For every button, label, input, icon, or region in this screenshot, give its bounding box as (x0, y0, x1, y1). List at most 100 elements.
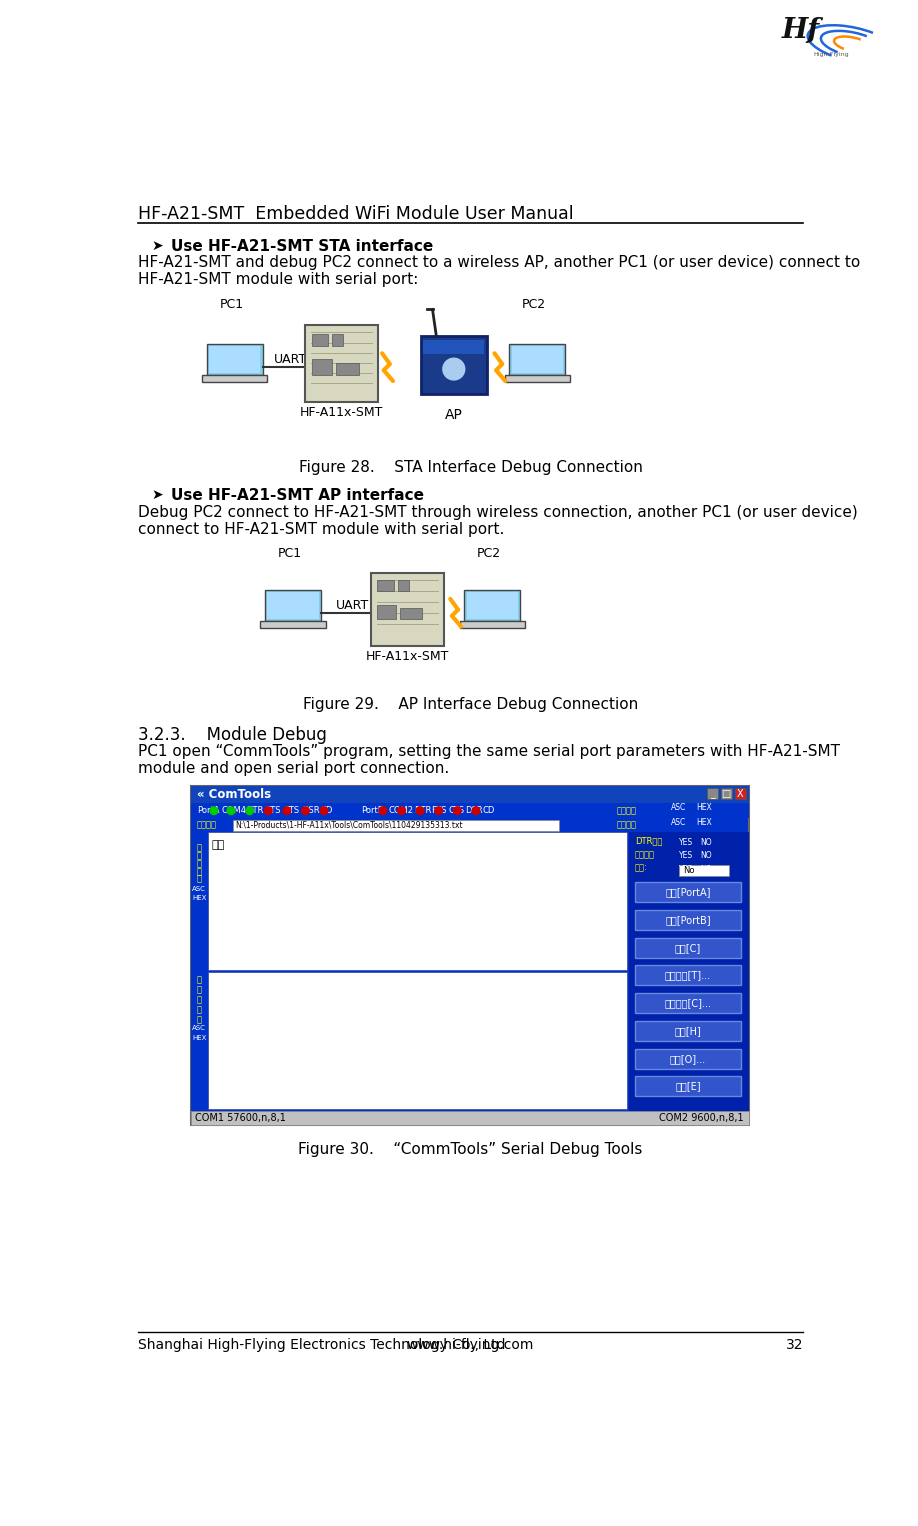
Circle shape (301, 807, 309, 815)
Bar (305, 325, 378, 401)
Text: module and open serial port connection.: module and open serial port connection. (138, 761, 449, 777)
Text: COM2: COM2 (388, 806, 413, 815)
Text: HEX: HEX (192, 896, 207, 902)
Bar (634, 966, 741, 986)
Text: 本: 本 (196, 867, 202, 876)
Bar (397, 580, 409, 591)
Text: Use HF-A21-SMT STA interface: Use HF-A21-SMT STA interface (171, 238, 432, 253)
Text: 校验:: 校验: (634, 864, 647, 873)
Text: 退出[E]: 退出[E] (675, 1082, 700, 1091)
Text: PortB: PortB (361, 806, 384, 815)
Text: 你好: 你好 (212, 839, 225, 850)
Text: 文: 文 (196, 995, 202, 1004)
Text: 发送[PortA]: 发送[PortA] (666, 887, 711, 897)
Bar (376, 606, 396, 620)
Text: COM4: COM4 (222, 806, 247, 815)
Bar (679, 865, 729, 876)
Text: Hf: Hf (782, 17, 820, 44)
Text: YES: YES (679, 865, 693, 874)
Bar (423, 340, 485, 354)
Text: UART: UART (336, 598, 369, 612)
Text: NO: NO (700, 865, 711, 874)
Text: 3.2.3.    Module Debug: 3.2.3. Module Debug (138, 726, 327, 745)
Text: ASC: ASC (192, 1025, 207, 1032)
FancyBboxPatch shape (509, 343, 565, 375)
Bar (371, 572, 444, 645)
Text: ASC: ASC (671, 818, 687, 827)
Bar (707, 789, 718, 800)
Text: COM1 57600,n,8,1: COM1 57600,n,8,1 (196, 1112, 286, 1123)
Bar (191, 786, 749, 803)
FancyBboxPatch shape (460, 621, 525, 627)
Text: 接: 接 (196, 975, 202, 984)
Circle shape (442, 357, 465, 380)
Bar (634, 993, 741, 1013)
Text: 定时发送[T]...: 定时发送[T]... (665, 971, 711, 980)
Text: COM2 9600,n,8,1: COM2 9600,n,8,1 (659, 1112, 744, 1123)
Text: N:\1-Products\1-HF-A11x\Tools\ComTools\110429135313.txt: N:\1-Products\1-HF-A11x\Tools\ComTools\1… (236, 821, 464, 830)
Bar (207, 972, 627, 1109)
Text: DSR: DSR (302, 806, 320, 815)
Circle shape (453, 807, 461, 815)
Text: NO: NO (700, 838, 711, 847)
Bar (191, 1111, 749, 1125)
Bar (634, 909, 741, 929)
Text: Figure 29.    AP Interface Debug Connection: Figure 29. AP Interface Debug Connection (303, 697, 638, 713)
Circle shape (283, 807, 291, 815)
Text: PC2: PC2 (476, 548, 501, 560)
Bar (191, 803, 749, 818)
Text: 发送模式: 发送模式 (617, 806, 637, 815)
Text: 接收模式: 接收模式 (617, 821, 637, 830)
FancyBboxPatch shape (209, 346, 261, 374)
Bar (634, 1076, 741, 1096)
Text: No: No (683, 867, 694, 876)
Bar (634, 1048, 741, 1068)
Text: « ComTools: « ComTools (196, 787, 271, 801)
Text: YES: YES (679, 852, 693, 861)
Text: 端口设置[C]...: 端口设置[C]... (665, 998, 711, 1009)
Text: www.hi-flying.com: www.hi-flying.com (407, 1338, 534, 1352)
Text: UART: UART (274, 354, 307, 366)
Bar (400, 609, 421, 620)
Bar (191, 832, 207, 1111)
Bar (191, 786, 749, 1125)
Bar (629, 832, 749, 1111)
Text: ➤: ➤ (152, 238, 163, 253)
Circle shape (435, 807, 442, 815)
Text: Debug PC2 connect to HF-A21-SMT through wireless connection, another PC1 (or use: Debug PC2 connect to HF-A21-SMT through … (138, 505, 857, 520)
FancyBboxPatch shape (511, 346, 563, 374)
Text: RTS: RTS (265, 806, 281, 815)
Text: PC1: PC1 (277, 548, 302, 560)
Bar (191, 818, 610, 832)
FancyBboxPatch shape (466, 592, 518, 618)
FancyBboxPatch shape (465, 589, 521, 621)
Text: PC1: PC1 (219, 298, 243, 311)
Bar (376, 580, 394, 591)
Text: 送: 送 (196, 852, 202, 861)
Text: HF-A21-SMT  Embedded WiFi Module User Manual: HF-A21-SMT Embedded WiFi Module User Man… (138, 204, 574, 223)
Text: 本: 本 (196, 1006, 202, 1015)
Bar (312, 360, 331, 375)
Text: 32: 32 (786, 1338, 803, 1352)
Text: ASC: ASC (192, 887, 207, 893)
Text: PC1 open “CommTools” program, setting the same serial port parameters with HF-A2: PC1 open “CommTools” program, setting th… (138, 745, 840, 760)
Circle shape (472, 807, 480, 815)
Circle shape (397, 807, 406, 815)
Circle shape (379, 807, 386, 815)
Text: Figure 30.    “CommTools” Serial Debug Tools: Figure 30. “CommTools” Serial Debug Tool… (298, 1141, 643, 1157)
Bar (331, 334, 343, 345)
Text: High-Flying: High-Flying (813, 52, 848, 56)
Bar (336, 363, 359, 375)
FancyBboxPatch shape (261, 621, 326, 627)
Text: AP: AP (445, 407, 463, 423)
Circle shape (416, 807, 424, 815)
Text: HF-A21-SMT and debug PC2 connect to a wireless AP, another PC1 (or user device) : HF-A21-SMT and debug PC2 connect to a wi… (138, 255, 860, 270)
Bar (233, 819, 559, 830)
Bar (721, 789, 732, 800)
Bar (420, 336, 487, 394)
Text: HF-A21-SMT module with serial port:: HF-A21-SMT module with serial port: (138, 273, 419, 287)
Text: Use HF-A21-SMT AP interface: Use HF-A21-SMT AP interface (171, 488, 423, 504)
Bar (734, 789, 745, 800)
Text: PortA: PortA (196, 806, 219, 815)
Text: DTR控制: DTR控制 (634, 836, 662, 845)
